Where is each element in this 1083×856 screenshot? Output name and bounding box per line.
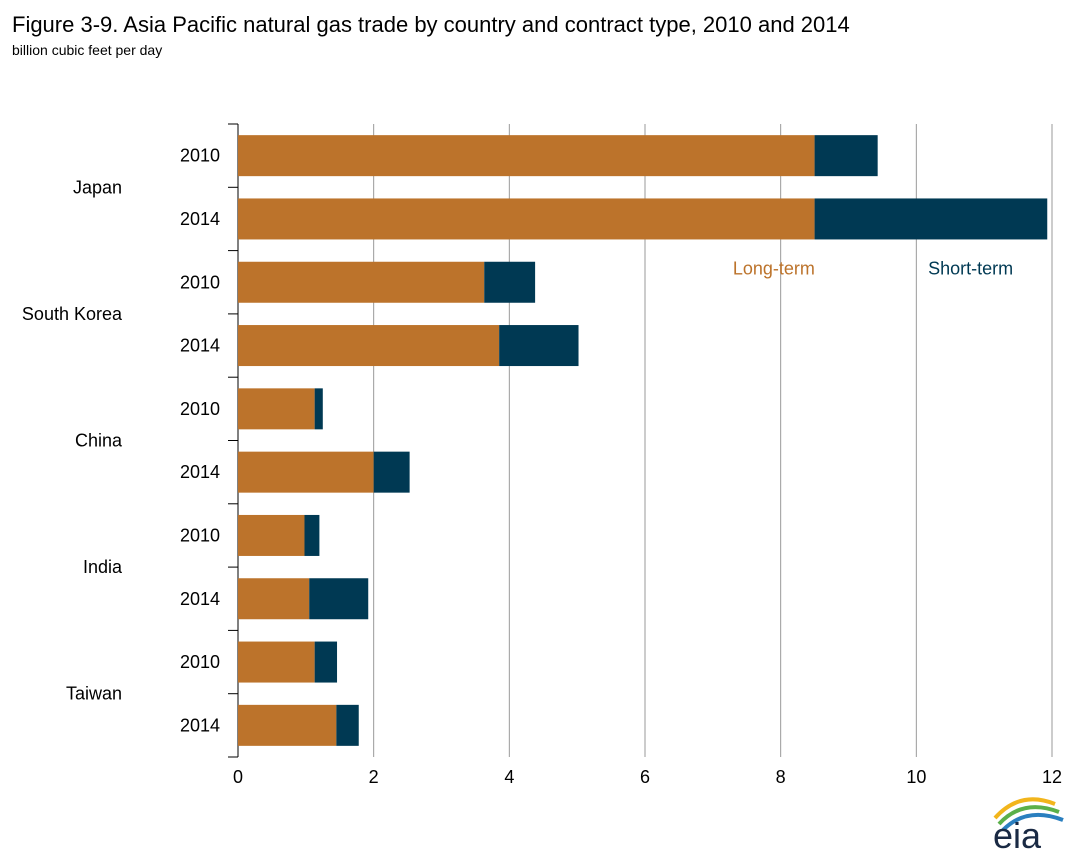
bar-long-term [238, 704, 337, 746]
bar-short-term [336, 704, 359, 746]
year-label: 2014 [180, 715, 220, 735]
country-label: South Korea [22, 304, 123, 324]
bar-long-term [238, 514, 305, 556]
bar-short-term [314, 641, 338, 683]
bar-short-term [814, 198, 1048, 240]
eia-logo: eia [993, 797, 1064, 850]
year-label: 2010 [180, 652, 220, 672]
x-tick-label: 4 [504, 767, 514, 787]
year-label: 2010 [180, 399, 220, 419]
year-label: 2010 [180, 146, 220, 166]
bar-short-term [484, 261, 536, 303]
year-label: 2014 [180, 462, 220, 482]
country-label: China [75, 431, 123, 451]
year-label: 2014 [180, 209, 220, 229]
logo-arc-green [997, 805, 1060, 826]
x-tick-label: 10 [906, 767, 926, 787]
bar-short-term [373, 451, 410, 493]
bar-long-term [238, 641, 315, 683]
bar-short-term [499, 325, 579, 367]
bar-long-term [238, 261, 485, 303]
x-tick-label: 8 [776, 767, 786, 787]
year-label: 2014 [180, 589, 220, 609]
legend-label-short-term: Short-term [928, 259, 1013, 279]
bar-short-term [314, 388, 323, 430]
country-label: Japan [73, 177, 122, 197]
bar-short-term [304, 514, 320, 556]
country-label: Taiwan [66, 684, 122, 704]
bar-long-term [238, 198, 815, 240]
x-tick-label: 6 [640, 767, 650, 787]
logo-lettering: eia [993, 815, 1042, 850]
x-tick-label: 0 [233, 767, 243, 787]
x-tick-label: 12 [1042, 767, 1062, 787]
logo-arc-blue [1001, 812, 1064, 832]
bar-short-term [814, 135, 878, 177]
bar-short-term [309, 578, 369, 620]
chart-subtitle: billion cubic feet per day [12, 42, 163, 58]
year-label: 2010 [180, 525, 220, 545]
chart-title: Figure 3-9. Asia Pacific natural gas tra… [12, 12, 850, 37]
country-label: India [83, 557, 123, 577]
x-tick-label: 2 [369, 767, 379, 787]
bar-long-term [238, 578, 310, 620]
legend-label-long-term: Long-term [733, 259, 815, 279]
year-label: 2014 [180, 336, 220, 356]
logo-arc-yellow [993, 797, 1056, 820]
bar-long-term [238, 135, 815, 177]
bar-long-term [238, 451, 374, 493]
year-label: 2010 [180, 272, 220, 292]
bar-long-term [238, 325, 500, 367]
bar-long-term [238, 388, 315, 430]
